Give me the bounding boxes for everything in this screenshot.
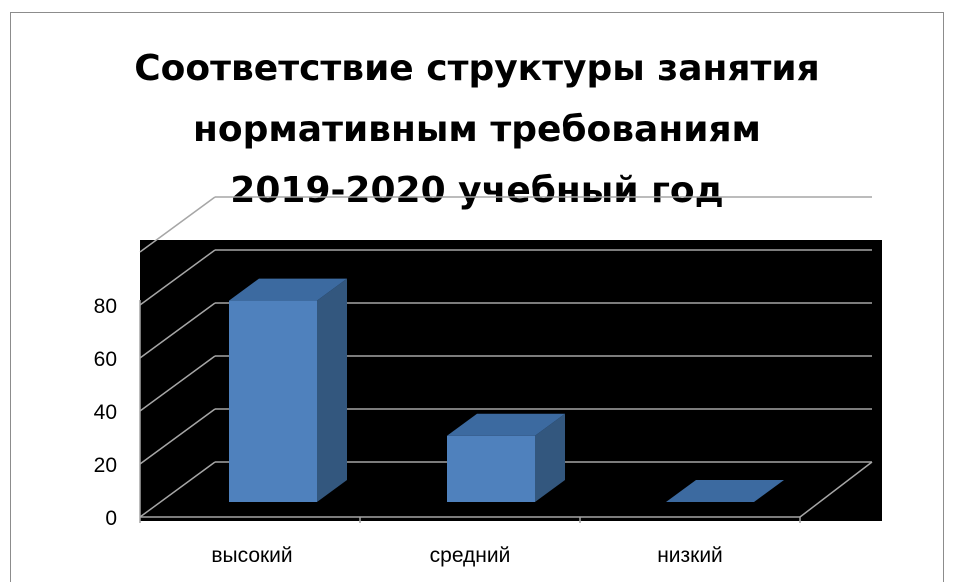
y-tick-label-20: 20 bbox=[94, 454, 117, 477]
side-gridline-40 bbox=[139, 355, 216, 412]
y-tick-label-80: 80 bbox=[94, 295, 117, 318]
chart-title-line-1: Соответствие структуры занятия bbox=[134, 48, 820, 89]
x-category-label-низкий: низкий bbox=[657, 544, 723, 567]
bar-top-высокий bbox=[229, 278, 347, 301]
side-gridline-100 bbox=[139, 196, 216, 253]
chart-title-line-2: нормативным требованиям bbox=[193, 109, 761, 150]
side-gridline-80 bbox=[139, 249, 216, 306]
floor-right-edge bbox=[799, 461, 873, 518]
bar-высокий bbox=[229, 300, 317, 502]
side-gridline-0 bbox=[139, 461, 216, 518]
chart-frame bbox=[10, 12, 944, 582]
x-category-label-высокий: высокий bbox=[211, 544, 292, 567]
y-tick-label-0: 0 bbox=[105, 507, 117, 530]
bar-side-средний bbox=[535, 413, 565, 502]
y-tick-label-40: 40 bbox=[94, 401, 117, 424]
bar-top-низкий bbox=[666, 480, 784, 502]
y-tick-label-60: 60 bbox=[94, 348, 117, 371]
side-gridline-60 bbox=[139, 302, 216, 359]
x-category-label-средний: средний bbox=[430, 544, 511, 567]
bar-средний bbox=[447, 435, 535, 502]
chart-title: Соответствие структуры занятия нормативн… bbox=[0, 38, 954, 221]
chart-title-line-3: 2019-2020 учебный год bbox=[230, 170, 724, 211]
bar-top-средний bbox=[447, 413, 565, 436]
bar-side-высокий bbox=[317, 278, 347, 502]
side-gridline-20 bbox=[139, 408, 216, 465]
